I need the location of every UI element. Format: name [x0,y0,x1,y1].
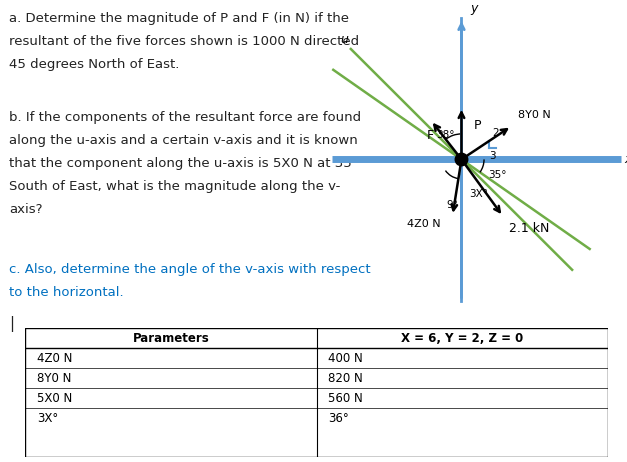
Text: to the horizontal.: to the horizontal. [9,286,124,299]
Text: along the u-axis and a certain v-axis and it is known: along the u-axis and a certain v-axis an… [9,134,358,147]
Text: a. Determine the magnitude of P and F (in N) if the: a. Determine the magnitude of P and F (i… [9,12,349,24]
Text: 2: 2 [492,128,498,138]
Text: u: u [340,33,348,46]
Text: P: P [473,119,481,132]
Text: 3: 3 [489,151,495,161]
Text: 820 N: 820 N [329,371,363,385]
Text: 400 N: 400 N [329,352,363,365]
Text: 2.1 kN: 2.1 kN [509,223,549,236]
Text: 3X°: 3X° [469,189,488,200]
Text: x: x [624,153,627,166]
Text: F: F [426,129,433,142]
Text: X = 6, Y = 2, Z = 0: X = 6, Y = 2, Z = 0 [401,332,524,345]
Text: 8Y0 N: 8Y0 N [517,110,551,120]
Text: 4Z0 N: 4Z0 N [37,352,72,365]
Text: 560 N: 560 N [329,392,363,405]
Text: c. Also, determine the angle of the v-axis with respect: c. Also, determine the angle of the v-ax… [9,263,371,276]
Text: 8Y0 N: 8Y0 N [37,371,71,385]
Text: 9°: 9° [446,200,458,210]
Text: 5X0 N: 5X0 N [37,392,72,405]
Text: 3X°: 3X° [37,412,58,425]
Text: 4Z0 N: 4Z0 N [407,219,441,229]
Text: 35°: 35° [488,170,507,180]
Text: axis?: axis? [9,203,43,216]
Text: that the component along the u-axis is 5X0 N at 35°: that the component along the u-axis is 5… [9,157,359,170]
Text: |: | [9,316,14,333]
Text: 38°: 38° [436,130,454,140]
FancyBboxPatch shape [25,328,608,457]
Text: Parameters: Parameters [132,332,209,345]
Text: b. If the components of the resultant force are found: b. If the components of the resultant fo… [9,111,362,124]
Text: 36°: 36° [329,412,349,425]
Text: y: y [470,2,478,15]
Text: South of East, what is the magnitude along the v-: South of East, what is the magnitude alo… [9,180,341,193]
Text: 45 degrees North of East.: 45 degrees North of East. [9,58,180,71]
Text: resultant of the five forces shown is 1000 N directed: resultant of the five forces shown is 10… [9,35,359,48]
